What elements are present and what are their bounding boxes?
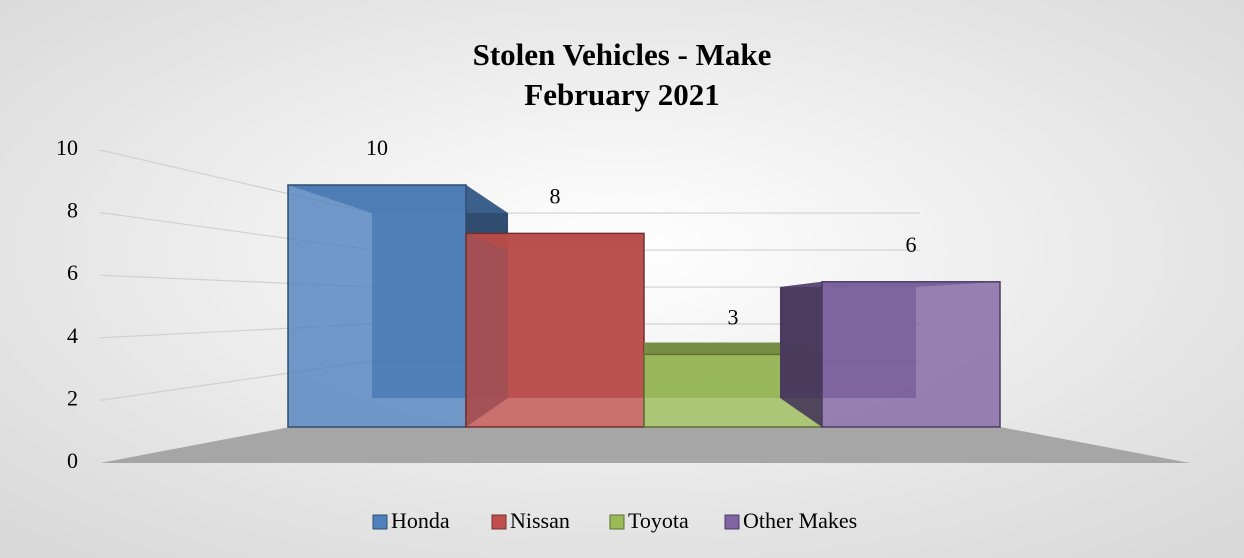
y-tick-label: 0	[67, 448, 78, 473]
legend-label: Toyota	[628, 508, 689, 533]
bar	[465, 232, 645, 428]
y-tick-label: 8	[67, 198, 78, 223]
data-label: 10	[366, 135, 388, 160]
floor	[100, 427, 1190, 463]
chart-title: Stolen Vehicles - Make	[473, 37, 772, 72]
bar	[821, 281, 1001, 428]
bar	[287, 184, 467, 428]
y-tick-label: 2	[67, 385, 78, 410]
bar-top	[644, 342, 822, 355]
legend-label: Nissan	[510, 508, 570, 533]
legend-label: Honda	[391, 508, 450, 533]
legend-swatch	[372, 514, 388, 530]
y-tick-label: 6	[67, 260, 78, 285]
y-tick-label: 10	[56, 135, 78, 160]
legend-label: Other Makes	[743, 508, 857, 533]
legend-swatch	[609, 514, 625, 530]
y-tick-label: 4	[67, 323, 78, 348]
data-label: 6	[906, 232, 917, 257]
chart-subtitle: February 2021	[524, 77, 719, 112]
data-label: 3	[728, 304, 739, 329]
bar-side	[779, 281, 822, 427]
data-label: 8	[550, 183, 561, 208]
legend-swatch	[491, 514, 507, 530]
legend-swatch	[724, 514, 740, 530]
